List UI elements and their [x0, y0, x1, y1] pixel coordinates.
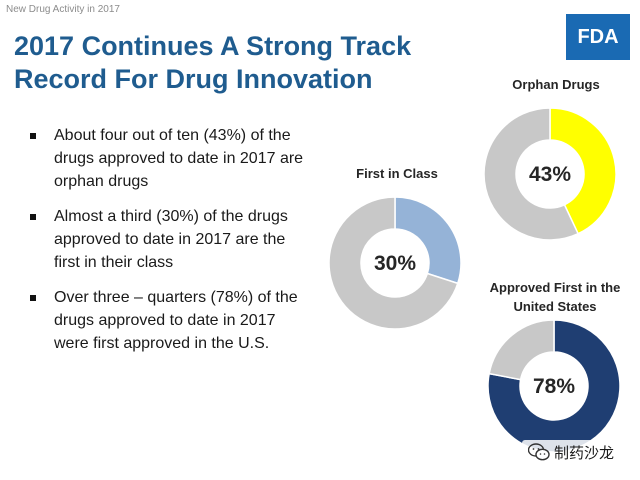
- donut-chart-orphan-drugs: 43%: [482, 106, 618, 242]
- chart-title-approved-first-us: Approved First in the United States: [489, 280, 621, 314]
- donut-slice-orphan-drugs-0: [549, 107, 617, 235]
- donut-slice-first-in-class-1: [328, 196, 459, 330]
- chart-title-first-in-class: First in Class: [356, 166, 438, 181]
- bullet-marker-icon: [30, 295, 36, 301]
- donut-slice-approved-first-us-0: [487, 319, 621, 453]
- donut-center-label-first-in-class: 30%: [374, 252, 416, 275]
- donut-center-label-orphan-drugs: 43%: [529, 163, 571, 186]
- donut-chart-first-in-class: 30%: [327, 195, 463, 331]
- donut-svg-approved-first-us: 78%: [487, 319, 621, 453]
- bullet-text: About four out of ten (43%) of the drugs…: [54, 127, 304, 190]
- bullet-item-first-us: Over three – quarters (78%) of the drugs…: [30, 286, 312, 355]
- slide-title-line-1: 2017 Continues A Strong Track: [14, 31, 412, 61]
- chart-title-orphan-drugs: Orphan Drugs: [512, 77, 600, 92]
- donut-slice-orphan-drugs-1: [483, 107, 580, 241]
- slide-section-label: New Drug Activity in 2017: [6, 4, 120, 15]
- bullet-marker-icon: [30, 133, 36, 139]
- bullet-text: Over three – quarters (78%) of the drugs…: [54, 289, 298, 352]
- fda-logo: FDA: [566, 14, 630, 60]
- bullet-list: About four out of ten (43%) of the drugs…: [30, 124, 312, 367]
- donut-slice-first-in-class-0: [394, 196, 462, 285]
- donut-center-label-approved-first-us: 78%: [533, 375, 575, 398]
- slide-title: 2017 Continues A Strong Track Record For…: [14, 30, 434, 96]
- watermark-text: 制药沙龙: [554, 443, 615, 462]
- donut-svg-first-in-class: 30%: [328, 196, 462, 330]
- bullet-marker-icon: [30, 214, 36, 220]
- wechat-icon: [528, 443, 550, 461]
- bullet-text: Almost a third (30%) of the drugs approv…: [54, 208, 288, 271]
- bullet-item-first-in-class: Almost a third (30%) of the drugs approv…: [30, 205, 312, 274]
- bullet-item-orphan: About four out of ten (43%) of the drugs…: [30, 124, 312, 193]
- donut-slice-approved-first-us-1: [488, 319, 555, 381]
- watermark: 制药沙龙: [522, 440, 621, 464]
- donut-chart-approved-first-us: 78%: [486, 318, 622, 454]
- donut-svg-orphan-drugs: 43%: [483, 107, 617, 241]
- slide-title-line-2: Record For Drug Innovation: [14, 63, 373, 94]
